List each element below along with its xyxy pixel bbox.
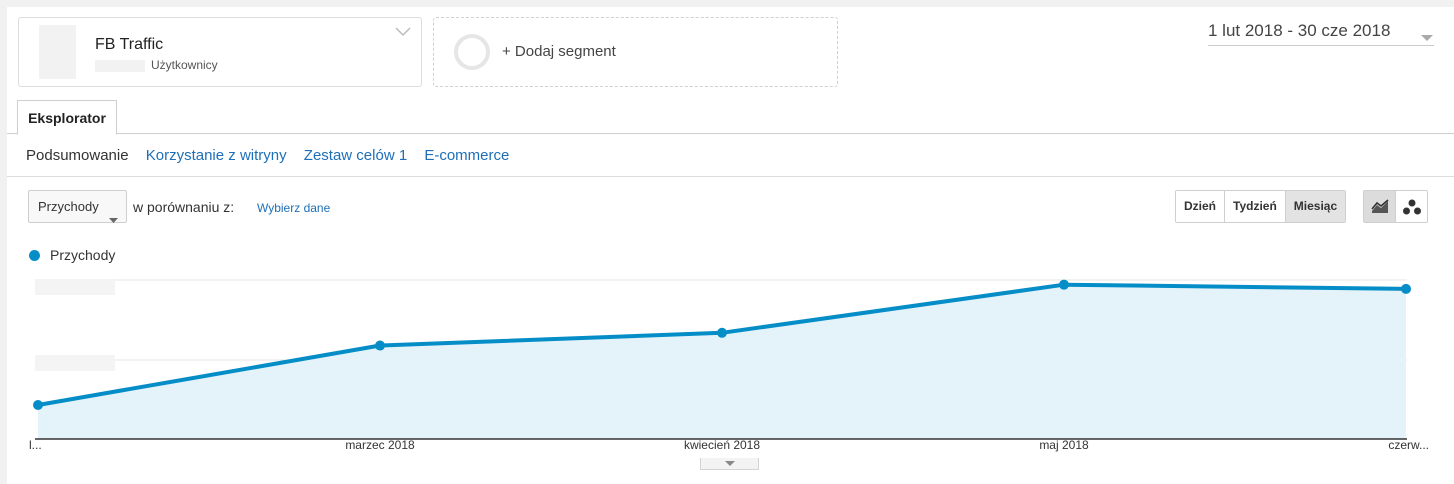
line-chart-icon[interactable] [1364, 191, 1396, 222]
period-month-button[interactable]: Miesiąc [1285, 191, 1346, 222]
bubble-chart-icon[interactable] [1396, 191, 1427, 222]
add-segment-label: + Dodaj segment [502, 43, 616, 60]
report-panel: FB Traffic Użytkownicy + Dodaj segment 1… [7, 7, 1454, 484]
chevron-down-icon[interactable] [395, 24, 411, 42]
segment-name: FB Traffic [95, 36, 164, 53]
compare-label: w porównaniu z: [133, 199, 235, 215]
x-tick-label: maj 2018 [1039, 438, 1089, 452]
legend-dot [29, 249, 40, 261]
series-points [33, 279, 1411, 411]
chart-legend: Przychody [29, 247, 115, 263]
segment-fb-traffic[interactable]: FB Traffic Użytkownicy [18, 17, 422, 87]
data-point[interactable] [1401, 283, 1411, 294]
add-segment-button[interactable]: + Dodaj segment [433, 17, 838, 87]
y-tick-label-redacted [35, 355, 115, 371]
caret-down-icon [1420, 27, 1434, 47]
series-area [38, 284, 1406, 439]
subtab-nav: Podsumowanie Korzystanie z witryny Zesta… [26, 147, 522, 164]
chart-type-toggle [1363, 190, 1428, 223]
period-day-button[interactable]: Dzień [1176, 191, 1226, 222]
subtab-site-usage[interactable]: Korzystanie z witryny [145, 147, 287, 164]
segment-subtitle: Użytkownicy [151, 58, 218, 72]
date-range-label: 1 lut 2018 - 30 cze 2018 [1208, 21, 1391, 40]
data-point[interactable] [1059, 279, 1069, 290]
period-toggle: Dzień Tydzień Miesiąc [1175, 190, 1347, 223]
y-tick-label-redacted [35, 279, 115, 295]
x-tick-label: kwiecień 2018 [683, 438, 761, 452]
caret-down-icon [724, 460, 735, 466]
legend-label: Przychody [50, 247, 116, 263]
segment-thumbnail [39, 25, 76, 79]
metric-select[interactable]: Przychody [28, 190, 127, 223]
x-tick-label: l... [29, 438, 42, 452]
expand-chart-button[interactable] [700, 458, 759, 470]
revenue-chart [33, 279, 1411, 440]
data-point[interactable] [717, 327, 727, 338]
select-metric-link[interactable]: Wybierz dane [257, 201, 331, 215]
divider [7, 176, 1454, 177]
caret-down-icon [109, 204, 118, 235]
x-tick-label: czerw... [1388, 438, 1429, 452]
subtab-summary[interactable]: Podsumowanie [26, 147, 129, 164]
date-range-picker[interactable]: 1 lut 2018 - 30 cze 2018 [1208, 21, 1434, 46]
period-week-button[interactable]: Tydzień [1225, 191, 1286, 222]
data-point[interactable] [375, 340, 385, 351]
subtab-goal-set-1[interactable]: Zestaw celów 1 [303, 147, 408, 164]
subtab-ecommerce[interactable]: E-commerce [424, 147, 510, 164]
segment-placeholder-icon [454, 34, 490, 70]
metric-select-value: Przychody [38, 199, 99, 214]
x-tick-label: marzec 2018 [345, 438, 415, 452]
segment-redacted-count [95, 60, 145, 72]
data-point[interactable] [33, 400, 43, 411]
tab-explorer[interactable]: Eksplorator [17, 100, 117, 135]
